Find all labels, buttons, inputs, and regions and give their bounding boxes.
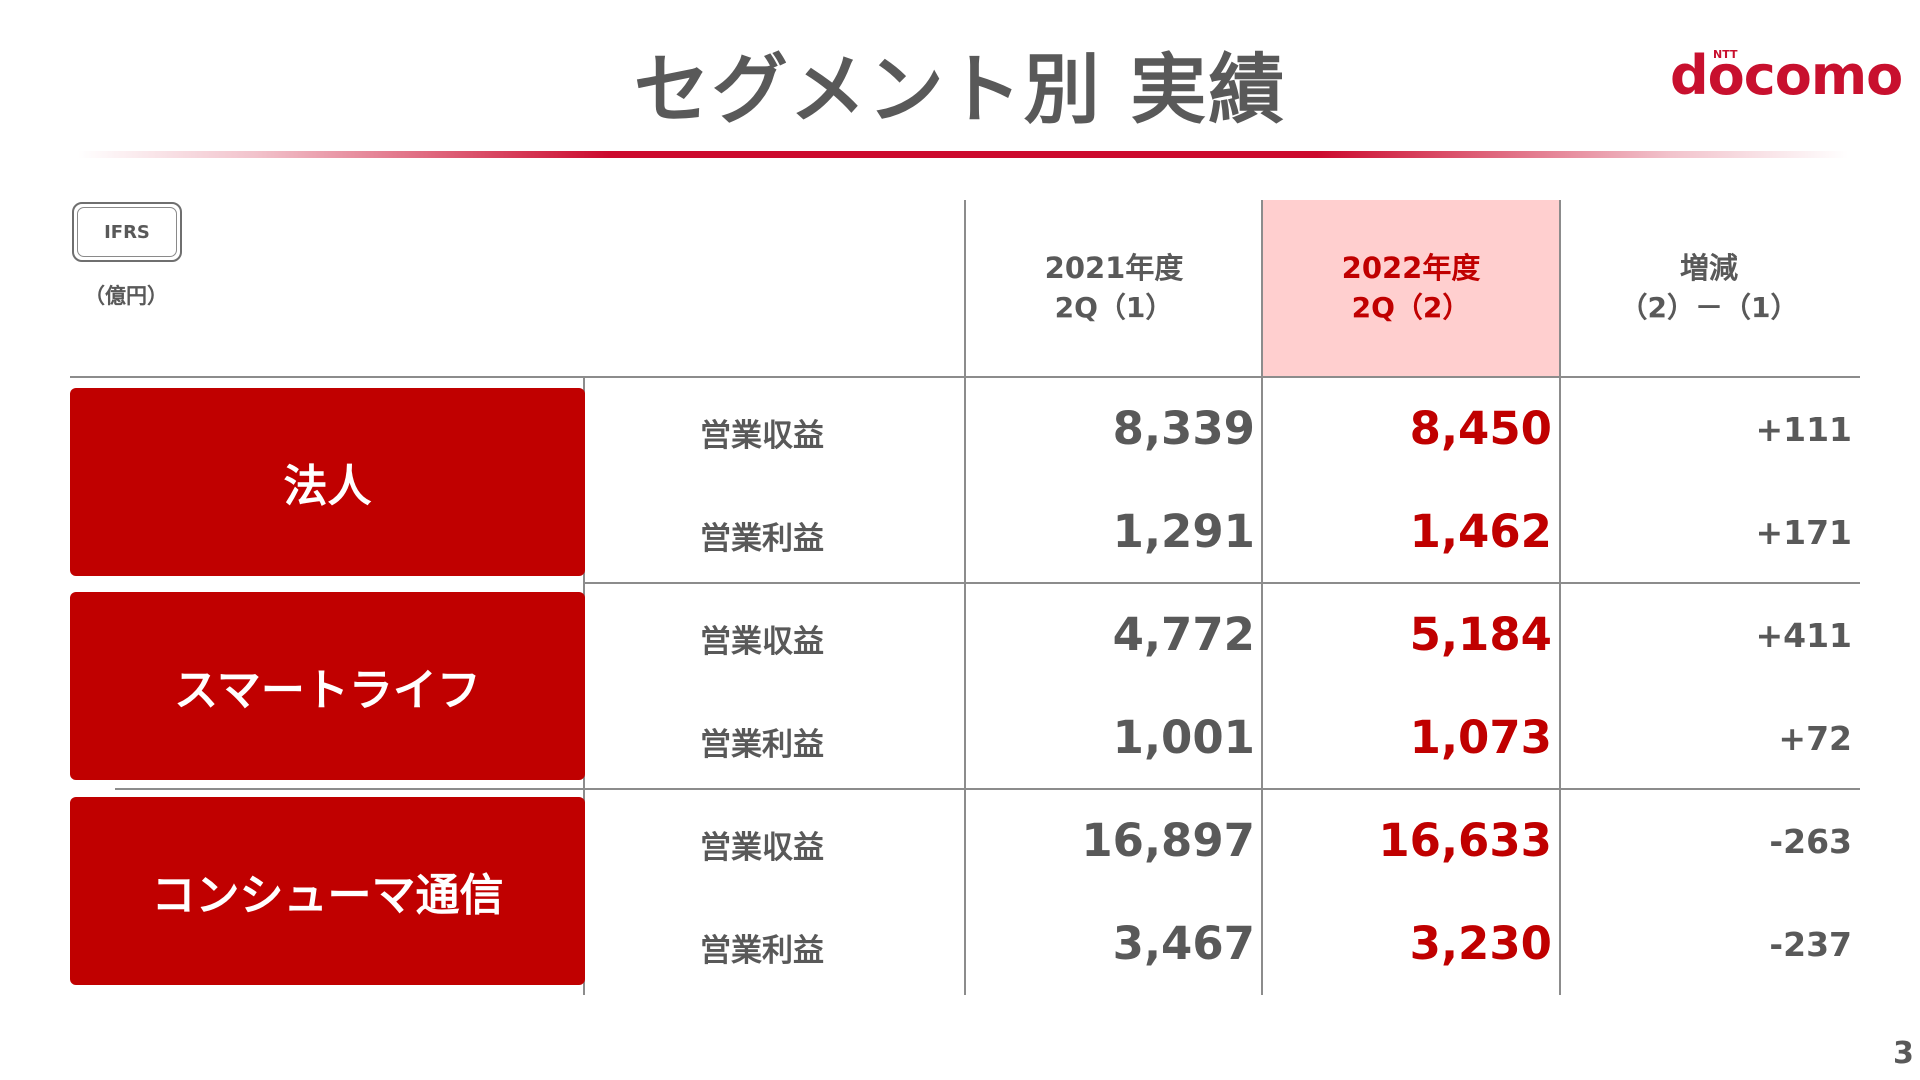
- page-number: 3: [1893, 1036, 1914, 1071]
- value-prev: 3,467: [1112, 917, 1255, 970]
- metric-label: 営業収益: [700, 418, 824, 454]
- brand-logo-sup: NTT: [1713, 48, 1738, 61]
- grid-vline: [1261, 200, 1263, 995]
- value-prev: 8,339: [1112, 402, 1255, 455]
- column-header-curr: 2022年度 2Q（2）: [1262, 248, 1560, 328]
- grid-vline: [964, 200, 966, 995]
- metric-label: 営業収益: [700, 830, 824, 866]
- ifrs-badge-label: IFRS: [77, 207, 177, 257]
- column-header-diff-line2: （2）－（1）: [1619, 291, 1799, 324]
- value-prev: 16,897: [1081, 814, 1255, 867]
- segment-rule: [115, 788, 1860, 790]
- column-header-curr-line1: 2022年度: [1341, 251, 1481, 285]
- header-rule: [70, 376, 1860, 378]
- value-diff: -237: [1769, 925, 1852, 964]
- current-year-highlight: [1262, 200, 1560, 378]
- column-header-diff: 増減 （2）－（1）: [1560, 248, 1858, 328]
- segment-label: コンシューマ通信: [70, 797, 585, 985]
- metric-label: 営業収益: [700, 624, 824, 660]
- segment-label: スマートライフ: [70, 592, 585, 780]
- value-prev: 4,772: [1112, 608, 1255, 661]
- value-curr: 16,633: [1378, 814, 1552, 867]
- value-diff: +72: [1778, 719, 1852, 758]
- value-diff: +111: [1755, 410, 1852, 449]
- value-curr: 5,184: [1409, 608, 1552, 661]
- metric-label: 営業利益: [700, 521, 824, 557]
- value-curr: 8,450: [1409, 402, 1552, 455]
- brand-logo: docomo: [1670, 44, 1903, 107]
- unit-label: （億円）: [84, 284, 168, 308]
- grid-vline: [1559, 200, 1561, 995]
- value-prev: 1,291: [1112, 505, 1255, 558]
- column-header-prev-line1: 2021年度: [1044, 251, 1184, 285]
- value-diff: +411: [1755, 616, 1852, 655]
- column-header-prev-line2: 2Q（1）: [1054, 291, 1174, 324]
- value-curr: 3,230: [1409, 917, 1552, 970]
- value-diff: -263: [1769, 822, 1852, 861]
- segment-label: 法人: [70, 388, 585, 576]
- metric-label: 営業利益: [700, 933, 824, 969]
- column-header-prev: 2021年度 2Q（1）: [965, 248, 1263, 328]
- metric-label: 営業利益: [700, 727, 824, 763]
- value-diff: +171: [1755, 513, 1852, 552]
- segment-rule: [583, 582, 1860, 584]
- value-prev: 1,001: [1112, 711, 1255, 764]
- value-curr: 1,462: [1409, 505, 1552, 558]
- column-header-curr-line2: 2Q（2）: [1351, 291, 1471, 324]
- value-curr: 1,073: [1409, 711, 1552, 764]
- page-title: セグメント別 実績: [633, 45, 1287, 134]
- column-header-diff-line1: 増減: [1679, 251, 1738, 285]
- ifrs-badge: IFRS: [72, 202, 182, 262]
- title-divider: [78, 151, 1848, 158]
